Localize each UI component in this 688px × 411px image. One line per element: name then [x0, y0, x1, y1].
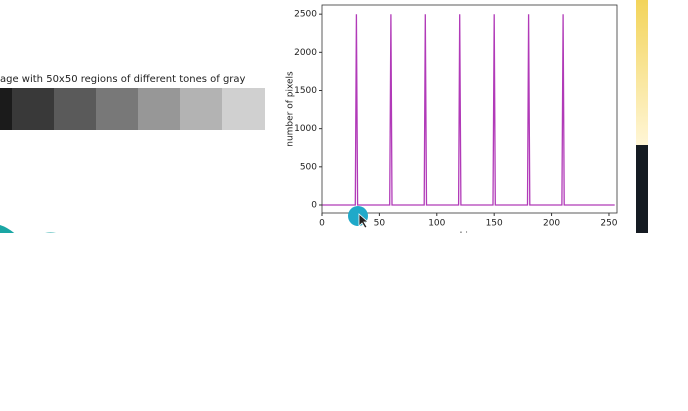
gray-block: [0, 88, 12, 130]
x-tick-label: 100: [428, 219, 445, 229]
gray-block: [12, 88, 54, 130]
gray-block: [180, 88, 222, 130]
cursor: [358, 213, 370, 229]
plot-frame: [321, 4, 618, 214]
gray-strip: [0, 88, 265, 130]
y-tick-label: 2500: [294, 10, 317, 20]
series-line: [322, 14, 615, 206]
x-tick-label: 150: [486, 219, 503, 229]
y-tick-label: 2000: [294, 48, 317, 58]
x-tick-label: 250: [600, 219, 617, 229]
x-axis-label: bins: [460, 232, 479, 242]
x-tick-label: 0: [319, 219, 325, 229]
teal-shape: [45, 232, 56, 233]
y-tick-label: 1000: [294, 124, 317, 134]
teal-shape: [0, 225, 15, 233]
gray-block: [138, 88, 180, 130]
chart: 0 500 1000 1500 2000 2500 0 50 100 150 200 250 numbe…: [286, 4, 618, 242]
gray-block: [222, 88, 265, 130]
video-frame: age with 50x50 regions of different tone…: [0, 0, 648, 242]
y-axis-label: number of pixels: [286, 71, 296, 147]
y-tick-label: 1500: [294, 86, 317, 96]
caption: age with 50x50 regions of different tone…: [0, 74, 246, 85]
side-panel: [636, 0, 648, 145]
side-panel: [636, 145, 648, 233]
y-tick-label: 0: [311, 200, 317, 210]
y-tick-label: 500: [300, 162, 317, 172]
gray-block: [96, 88, 138, 130]
x-tick-label: 50: [374, 219, 386, 229]
x-tick-label: 200: [543, 219, 560, 229]
gray-block: [54, 88, 96, 130]
